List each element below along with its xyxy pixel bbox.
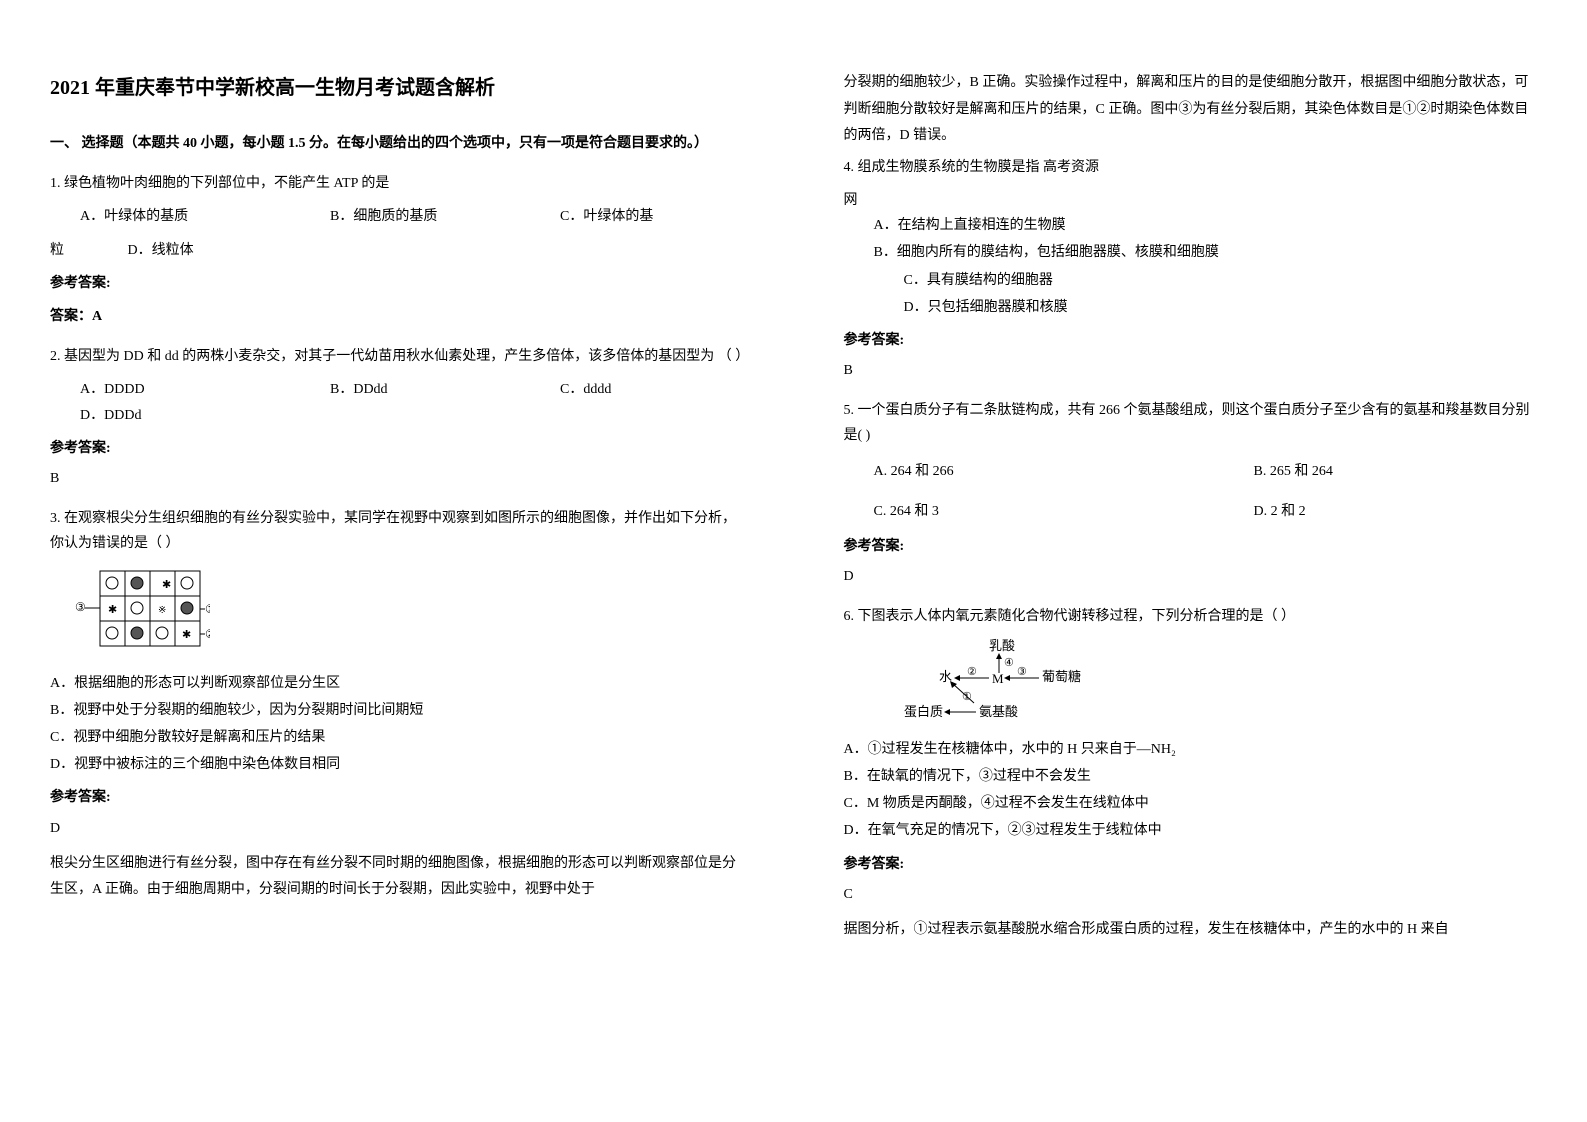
diagram-amino: 氨基酸: [979, 704, 1018, 719]
svg-text:✱: ✱: [182, 629, 191, 641]
q3-optC: C．视野中细胞分散较好是解离和压片的结果: [50, 725, 744, 750]
q5-opts-row2: C. 264 和 3 D. 2 和 2: [874, 499, 1538, 524]
q1-optC-cont: 粒: [50, 243, 64, 258]
q4-text-cont: 网: [844, 188, 1538, 213]
cell-diagram: ✱ ✱ ※ ✱ ③ ① ②: [70, 566, 744, 660]
diagram-n1: ①: [962, 691, 972, 703]
q3-answer-label: 参考答案:: [50, 785, 744, 810]
q3-answer: D: [50, 816, 744, 841]
question-4: 4. 组成生物膜系统的生物膜是指 高考资源: [844, 155, 1538, 180]
q3-explanation-cont: 分裂期的细胞较少，B 正确。实验操作过程中，解离和压片的目的是使细胞分散开，根据…: [844, 70, 1538, 150]
question-3: 3. 在观察根尖分生组织细胞的有丝分裂实验中，某同学在视野中观察到如图所示的细胞…: [50, 506, 744, 556]
q1-answer: 答案：A: [50, 304, 744, 329]
diagram-water: 水: [939, 669, 952, 684]
svg-text:✱: ✱: [162, 579, 171, 591]
q6-explanation: 据图分析，①过程表示氨基酸脱水缩合形成蛋白质的过程，发生在核糖体中，产生的水中的…: [844, 917, 1538, 944]
q2-optB: B．DDdd: [330, 377, 560, 402]
right-column: 分裂期的细胞较少，B 正确。实验操作过程中，解离和压片的目的是使细胞分散开，根据…: [794, 0, 1587, 1122]
question-5: 5. 一个蛋白质分子有二条肽链构成，共有 266 个氨基酸组成，则这个蛋白质分子…: [844, 398, 1538, 448]
q4-optB: B．细胞内所有的膜结构，包括细胞器膜、核膜和细胞膜: [874, 240, 1538, 265]
q3-explanation: 根尖分生区细胞进行有丝分裂，图中存在有丝分裂不同时期的细胞图像，根据细胞的形态可…: [50, 851, 744, 904]
diagram-protein: 蛋白质: [904, 704, 943, 719]
q3-optB: B．视野中处于分裂期的细胞较少，因为分裂期时间比间期短: [50, 698, 744, 723]
diagram-n4: ④: [1004, 657, 1014, 669]
section-header: 一、 选择题（本题共 40 小题，每小题 1.5 分。在每小题给出的四个选项中，…: [50, 131, 744, 156]
q5-optB: B. 265 和 264: [1254, 459, 1333, 484]
q5-optA: A. 264 和 266: [874, 459, 1254, 484]
q2-options: A．DDDD B．DDdd C．dddd D．DDDd: [80, 377, 744, 427]
q6-optB: B．在缺氧的情况下，③过程中不会发生: [844, 764, 1538, 789]
q1-options: A．叶绿体的基质 B．细胞质的基质 C．叶绿体的基: [80, 204, 744, 229]
metabolism-diagram: 乳酸 ④ 水 ② M ③ 葡萄糖 ① 蛋白质 氨基酸: [904, 638, 1538, 732]
q4-answer-label: 参考答案:: [844, 328, 1538, 353]
q4-answer: B: [844, 358, 1538, 383]
q1-optD: D．线粒体: [128, 243, 194, 258]
q2-optD: D．DDDd: [80, 403, 744, 428]
q6-answer-label: 参考答案:: [844, 852, 1538, 877]
q4-optC: C．具有膜结构的细胞器: [904, 268, 1538, 293]
question-1: 1. 绿色植物叶肉细胞的下列部位中，不能产生 ATP 的是: [50, 171, 744, 196]
q3-optD: D．视野中被标注的三个细胞中染色体数目相同: [50, 752, 744, 777]
svg-text:②: ②: [205, 627, 210, 641]
q1-optA: A．叶绿体的基质: [80, 204, 330, 229]
q2-optA: A．DDDD: [80, 377, 330, 402]
q1-optC: C．叶绿体的基: [560, 204, 653, 229]
diagram-n2: ②: [967, 666, 977, 678]
q3-optA: A．根据细胞的形态可以判断观察部位是分生区: [50, 671, 744, 696]
diagram-M: M: [992, 671, 1004, 686]
q2-answer-label: 参考答案:: [50, 436, 744, 461]
q6-optA: A．①过程发生在核糖体中，水中的 H 只来自于—NH₂: [844, 737, 1538, 762]
q5-optC: C. 264 和 3: [874, 499, 1254, 524]
q6-optD: D．在氧气充足的情况下，②③过程发生于线粒体中: [844, 818, 1538, 843]
diagram-n3: ③: [1017, 666, 1027, 678]
diagram-glucose: 葡萄糖: [1042, 669, 1081, 684]
question-2: 2. 基因型为 DD 和 dd 的两株小麦杂交，对其子一代幼苗用秋水仙素处理，产…: [50, 344, 744, 369]
diagram-lactic: 乳酸: [989, 638, 1015, 653]
q1-opt-wrap: 粒 D．线粒体: [50, 238, 744, 263]
q6-answer: C: [844, 882, 1538, 907]
svg-text:①: ①: [205, 602, 210, 616]
q1-optB: B．细胞质的基质: [330, 204, 560, 229]
question-6: 6. 下图表示人体内氧元素随化合物代谢转移过程，下列分析合理的是（ ）: [844, 604, 1538, 629]
q5-opts-row1: A. 264 和 266 B. 265 和 264: [874, 459, 1538, 484]
exam-title: 2021 年重庆奉节中学新校高一生物月考试题含解析: [50, 70, 744, 106]
q4-optA: A．在结构上直接相连的生物膜: [874, 213, 1538, 238]
q5-answer-label: 参考答案:: [844, 534, 1538, 559]
svg-text:※: ※: [158, 605, 166, 616]
svg-text:✱: ✱: [108, 604, 117, 616]
q5-answer: D: [844, 564, 1538, 589]
q6-optC: C．M 物质是丙酮酸，④过程不会发生在线粒体中: [844, 791, 1538, 816]
svg-text:③: ③: [75, 600, 86, 614]
q1-answer-label: 参考答案:: [50, 271, 744, 296]
left-column: 2021 年重庆奉节中学新校高一生物月考试题含解析 一、 选择题（本题共 40 …: [0, 0, 794, 1122]
q2-answer: B: [50, 466, 744, 491]
q4-optD: D．只包括细胞器膜和核膜: [904, 295, 1538, 320]
q2-optC: C．dddd: [560, 377, 611, 402]
q5-optD: D. 2 和 2: [1254, 499, 1306, 524]
